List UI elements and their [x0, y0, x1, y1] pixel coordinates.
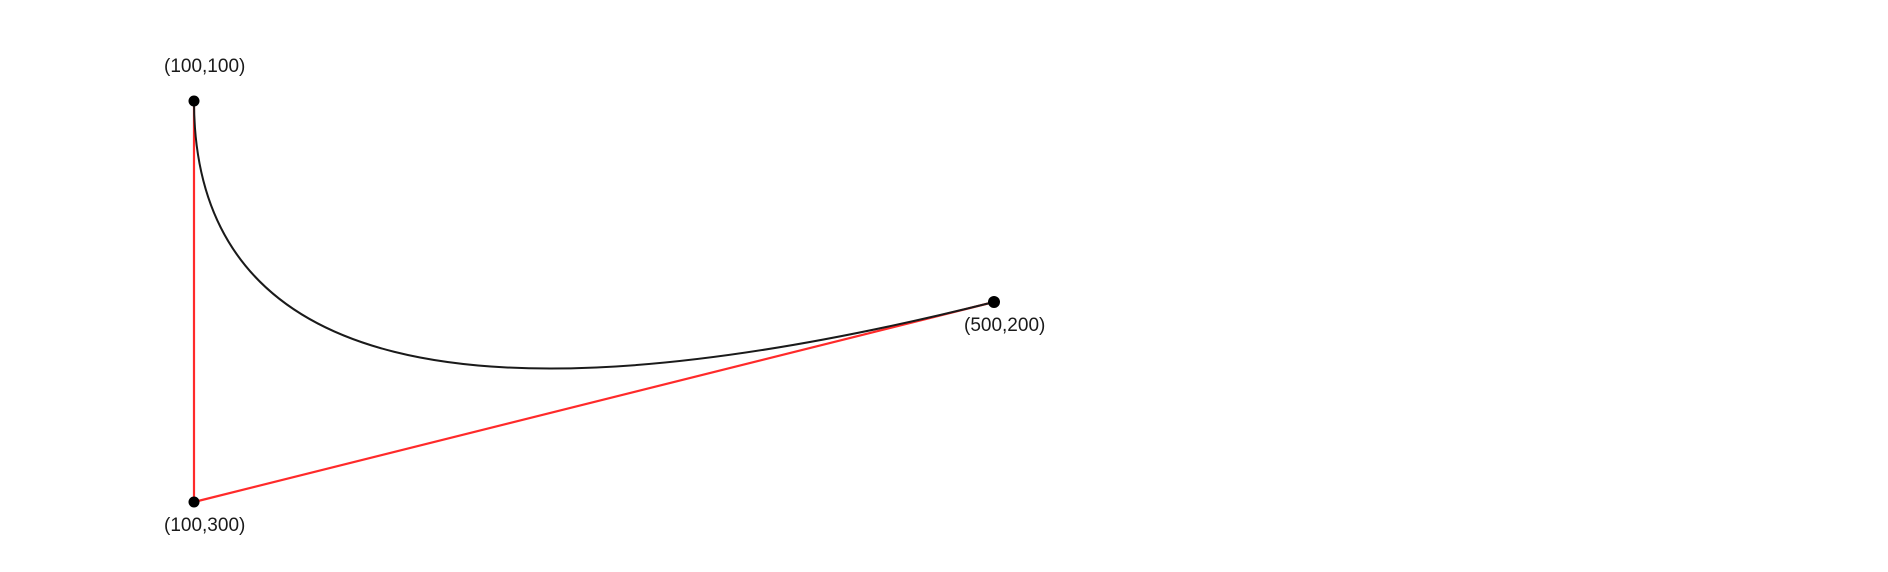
control-line-control-to-end [192, 300, 996, 504]
control-point-marker [188, 496, 200, 508]
control-point-label: (100,300) [164, 515, 245, 536]
start-point-marker [188, 95, 200, 107]
end-point-marker [988, 296, 1000, 308]
end-point-label: (500,200) [964, 315, 1045, 336]
bezier-curve [193, 100, 995, 370]
start-point-label: (100,100) [164, 56, 245, 77]
